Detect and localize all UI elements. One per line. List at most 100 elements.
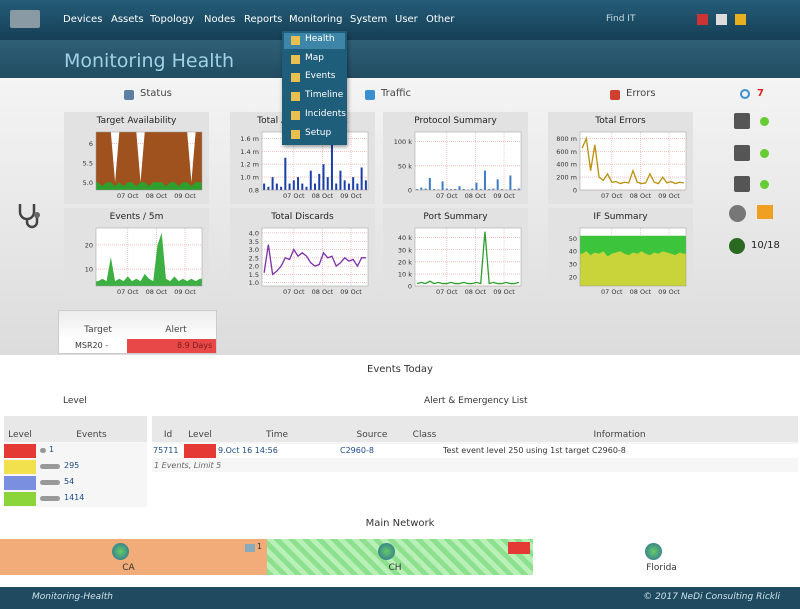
x-tick-label: 09 Oct bbox=[658, 288, 680, 296]
dropdown-menu[interactable]: Health Map Events Timeline Incidents Setup bbox=[282, 31, 347, 145]
chart[interactable]: Protocol Summary 0 50 k 100 k 07 Oct 08 Oct 09… bbox=[383, 112, 528, 204]
chart[interactable]: Total Errors 0 200 m 400 m 600 m 800 m 07 Oct 0… bbox=[548, 112, 693, 204]
x-tick-label: 07 Oct bbox=[436, 288, 458, 296]
x-tick-label: 07 Oct bbox=[601, 288, 623, 296]
nav-item[interactable]: System bbox=[350, 14, 388, 25]
section-title: Main Network bbox=[365, 518, 435, 529]
bar bbox=[488, 189, 491, 190]
table-footer: 1 Events, Limit 5 bbox=[154, 461, 222, 470]
location-cell[interactable] bbox=[533, 539, 800, 575]
y-tick-label: 20 k bbox=[398, 258, 412, 266]
chart[interactable]: Target Availability 5.0 5.5 6 07 Oct 08 Oct 09… bbox=[64, 112, 209, 204]
nav-item[interactable]: Nodes bbox=[204, 14, 236, 25]
tab-label[interactable]: Status bbox=[140, 88, 172, 99]
menu-item[interactable]: Events bbox=[305, 71, 336, 82]
tab-label[interactable]: Errors bbox=[626, 88, 656, 99]
chart-title: Protocol Summary bbox=[414, 116, 497, 126]
flag-icon[interactable] bbox=[757, 205, 773, 219]
menu-icon bbox=[291, 54, 300, 64]
cell-alert: 8.9 Days bbox=[177, 341, 213, 350]
search-label[interactable]: Find IT bbox=[606, 14, 636, 24]
nav-item[interactable]: Assets bbox=[111, 14, 144, 25]
line bbox=[581, 136, 684, 185]
menu-item[interactable]: Timeline bbox=[305, 90, 344, 101]
bar bbox=[450, 189, 453, 190]
bar bbox=[445, 188, 448, 190]
target-alert-box: Target Alert MSR20 - 8.9 Days bbox=[58, 310, 217, 354]
bar bbox=[441, 181, 444, 190]
header-icon[interactable] bbox=[735, 14, 746, 25]
location-cell[interactable] bbox=[267, 539, 533, 575]
y-tick-label: 40 bbox=[569, 248, 577, 256]
ok-icon bbox=[760, 180, 769, 189]
bar bbox=[305, 186, 308, 190]
menu-item[interactable]: Incidents bbox=[305, 108, 346, 119]
nav-bar bbox=[0, 0, 800, 40]
nav-item[interactable]: User bbox=[395, 14, 418, 25]
bar bbox=[297, 177, 300, 190]
chart[interactable]: Port Summary 0 10 k 20 k 30 k 40 k 07 Oct 08 Oc… bbox=[383, 208, 528, 300]
tab-icon[interactable] bbox=[610, 90, 620, 100]
count-bar bbox=[40, 464, 60, 469]
area bbox=[96, 132, 202, 190]
chart-title: Events / 5m bbox=[110, 212, 164, 222]
chart-title: Total Errors bbox=[594, 116, 646, 126]
y-tick-label: 1.0 m bbox=[240, 174, 259, 182]
tab-icon[interactable] bbox=[365, 90, 375, 100]
bar bbox=[513, 189, 516, 190]
globe-icon bbox=[729, 238, 745, 254]
side-icon[interactable] bbox=[729, 205, 746, 222]
chart[interactable]: Total Discards 1.01.52.02.53.03.54.0 07 Oc… bbox=[230, 208, 375, 300]
nav-item[interactable]: Other bbox=[426, 14, 455, 25]
x-tick-label: 07 Oct bbox=[283, 288, 305, 296]
level-flag bbox=[4, 476, 36, 490]
table-header: Id bbox=[163, 430, 173, 440]
table-cell[interactable]: 75711 bbox=[153, 446, 179, 455]
plot-border bbox=[414, 131, 522, 191]
location-name: CA bbox=[122, 563, 135, 573]
header-icon[interactable] bbox=[697, 14, 708, 25]
bar bbox=[347, 183, 350, 190]
side-icon[interactable] bbox=[734, 176, 750, 192]
location-cell[interactable] bbox=[0, 539, 267, 575]
menu-icon bbox=[291, 129, 300, 139]
header-icon[interactable] bbox=[716, 14, 727, 25]
footer-left: Monitoring-Health bbox=[32, 592, 113, 602]
menu-item[interactable]: Map bbox=[305, 52, 324, 63]
page-title: Monitoring Health bbox=[64, 50, 235, 72]
location-name: CH bbox=[388, 563, 402, 573]
nav-item[interactable]: Devices bbox=[63, 14, 103, 25]
plot-border bbox=[579, 131, 687, 191]
nav-item[interactable]: Monitoring bbox=[289, 14, 343, 25]
line bbox=[263, 244, 366, 276]
nav-item[interactable]: Reports bbox=[244, 14, 283, 25]
y-tick-label: 1.6 m bbox=[240, 135, 259, 143]
x-tick-label: 07 Oct bbox=[436, 192, 458, 200]
nav-item[interactable]: Topology bbox=[150, 14, 195, 25]
chart-title: Target Availability bbox=[96, 116, 177, 126]
plot-area bbox=[415, 228, 521, 286]
menu-item[interactable]: Setup bbox=[305, 127, 332, 138]
x-tick-label: 08 Oct bbox=[146, 192, 168, 200]
bar bbox=[360, 167, 363, 190]
tab-icon[interactable] bbox=[124, 90, 134, 100]
bar bbox=[284, 157, 287, 190]
logo[interactable] bbox=[10, 10, 40, 28]
level-flag bbox=[4, 460, 36, 474]
table-cell[interactable]: C2960-8 bbox=[340, 446, 374, 455]
event-count: 1414 bbox=[64, 493, 85, 502]
alert-icon bbox=[740, 89, 750, 99]
bar bbox=[280, 186, 283, 190]
side-icon[interactable] bbox=[734, 113, 750, 129]
chart[interactable]: IF Summary 20 30 40 50 07 Oct 08 Oct 09 Oct bbox=[548, 208, 693, 300]
x-tick-label: 09 Oct bbox=[493, 192, 515, 200]
bar bbox=[475, 182, 478, 190]
side-icon[interactable] bbox=[734, 145, 750, 161]
y-tick-label: 1.4 m bbox=[240, 148, 259, 156]
menu-item[interactable]: Health bbox=[305, 34, 335, 44]
chart[interactable]: Events / 5m 10 20 07 Oct 08 Oct 09 Oct bbox=[64, 208, 209, 300]
tab-label[interactable]: Traffic bbox=[381, 88, 412, 99]
y-tick-label: 1.5 bbox=[249, 271, 259, 279]
x-tick-label: 09 Oct bbox=[174, 192, 196, 200]
